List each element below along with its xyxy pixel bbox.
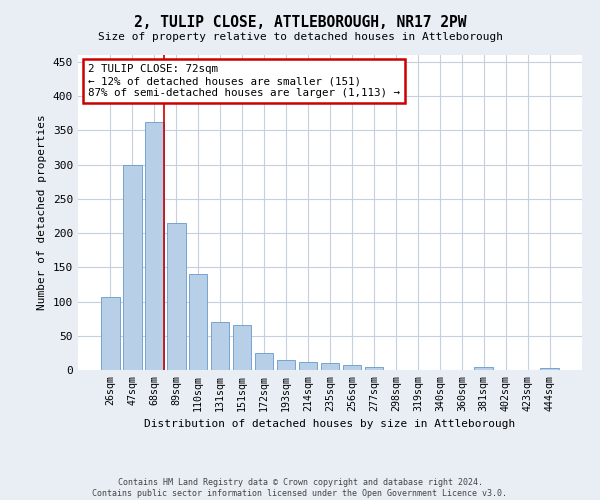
Bar xyxy=(320,363,340,370)
Bar xyxy=(365,366,383,370)
Bar xyxy=(541,368,559,370)
Bar xyxy=(211,322,229,370)
Bar xyxy=(101,296,119,370)
Bar xyxy=(189,274,208,370)
Bar xyxy=(145,122,164,370)
Bar xyxy=(255,353,274,370)
X-axis label: Distribution of detached houses by size in Attleborough: Distribution of detached houses by size … xyxy=(145,419,515,429)
Bar xyxy=(167,223,185,370)
Bar xyxy=(299,362,317,370)
Text: 2, TULIP CLOSE, ATTLEBOROUGH, NR17 2PW: 2, TULIP CLOSE, ATTLEBOROUGH, NR17 2PW xyxy=(134,15,466,30)
Bar xyxy=(343,364,361,370)
Text: Contains HM Land Registry data © Crown copyright and database right 2024.
Contai: Contains HM Land Registry data © Crown c… xyxy=(92,478,508,498)
Text: Size of property relative to detached houses in Attleborough: Size of property relative to detached ho… xyxy=(97,32,503,42)
Bar xyxy=(123,164,142,370)
Y-axis label: Number of detached properties: Number of detached properties xyxy=(37,114,47,310)
Text: 2 TULIP CLOSE: 72sqm
← 12% of detached houses are smaller (151)
87% of semi-deta: 2 TULIP CLOSE: 72sqm ← 12% of detached h… xyxy=(88,64,400,98)
Bar xyxy=(475,366,493,370)
Bar xyxy=(233,326,251,370)
Bar xyxy=(277,360,295,370)
